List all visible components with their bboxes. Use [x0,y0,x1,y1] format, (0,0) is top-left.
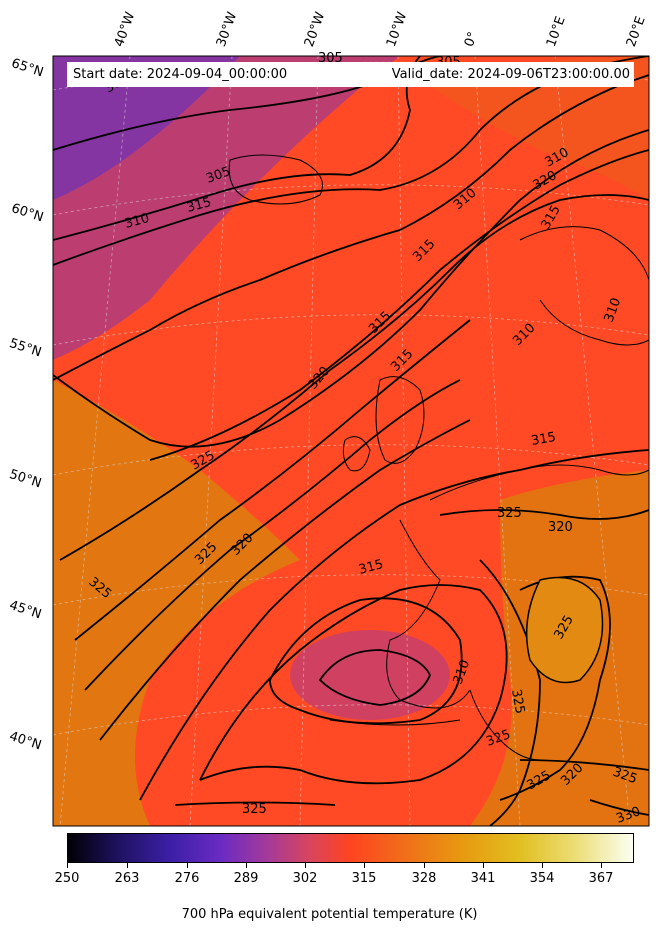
contour-label: 325 [242,802,267,817]
valid-date: Valid_date: 2024-09-06T23:00:00.00 [391,67,630,82]
contour-label: 310 [123,211,151,232]
colorbar-tick [127,863,128,868]
colorbar-label: 700 hPa equivalent potential temperature… [181,907,478,922]
colorbar-tick-label: 367 [588,871,614,886]
theta-e-contours [53,56,649,826]
colorbar-tick [424,863,425,868]
colorbar-tick-label: 289 [233,871,259,886]
contour-label: 325 [508,688,527,715]
colorbar-tick [187,863,188,868]
colorbar-tick [601,863,602,868]
colorbar-tick-label: 302 [292,871,318,886]
contour-label: 315 [357,557,385,578]
colorbar-tick [364,863,365,868]
colorbar-tick-label: 341 [470,871,496,886]
colorbar-tick [542,863,543,868]
map-plot-area [53,56,649,826]
colorbar-tick-label: 263 [114,871,140,886]
contour-label: 325 [497,506,522,521]
colorbar-tick [246,863,247,868]
contour-label: 315 [185,195,213,216]
warm-airmass-band [53,380,300,826]
warm-blob [525,576,604,684]
header-box: Start date: 2024-09-04_00:00:00 Valid_da… [67,62,634,87]
colorbar-tick [483,863,484,868]
start-date: Start date: 2024-09-04_00:00:00 [73,67,288,82]
low-centre-region [290,630,450,720]
colorbar-tick-label: 328 [411,871,437,886]
colorbar-tick-label: 276 [174,871,200,886]
colorbar [67,833,634,863]
colorbar-tick-label: 354 [529,871,555,886]
colorbar-tick [67,863,68,868]
contour-label: 320 [548,520,573,535]
colorbar-tick [305,863,306,868]
colorbar-tick-label: 315 [351,871,377,886]
contour-label: 315 [530,430,557,449]
colorbar-tick-label: 250 [54,871,80,886]
